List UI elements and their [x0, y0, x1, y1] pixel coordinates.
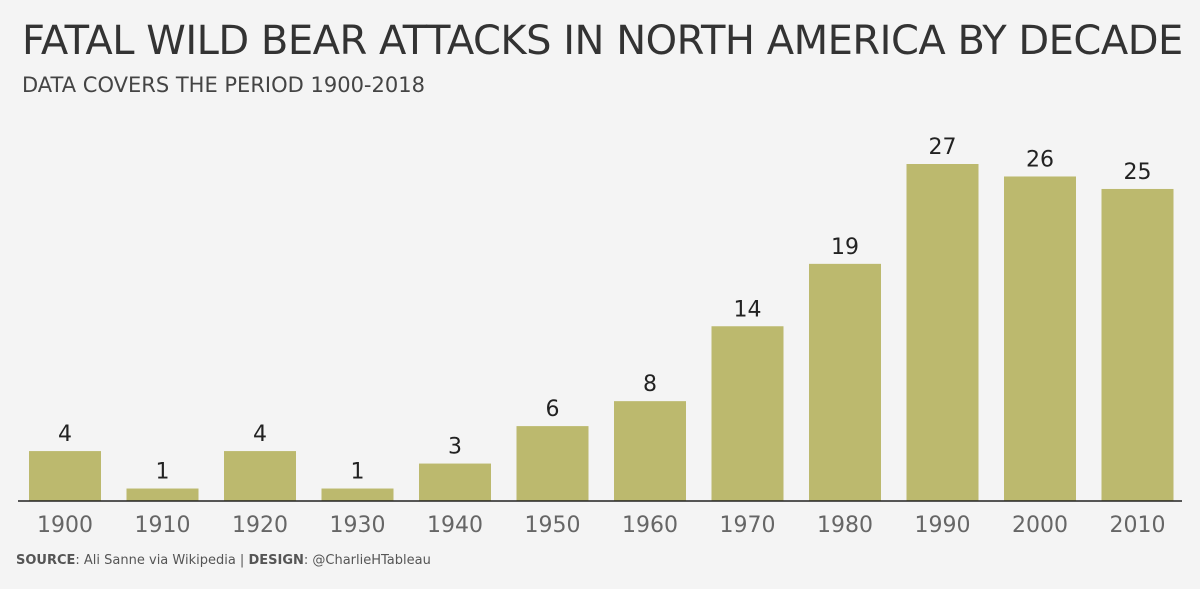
- x-tick-label-1920: 1920: [232, 513, 288, 538]
- x-tick-label-1950: 1950: [525, 513, 581, 538]
- chart-subtitle: DATA COVERS THE PERIOD 1900-2018: [22, 73, 425, 97]
- bar-1900: [29, 451, 101, 501]
- bar-1940: [419, 463, 491, 501]
- data-label-1990: 27: [929, 135, 957, 160]
- data-label-1930: 1: [351, 460, 365, 485]
- design-text: : @CharlieHTableau: [303, 553, 431, 568]
- data-label-1910: 1: [156, 460, 170, 485]
- design-label: DESIGN: [248, 553, 304, 568]
- data-label-1970: 14: [734, 297, 762, 322]
- data-label-1900: 4: [58, 422, 72, 447]
- data-label-1940: 3: [448, 435, 462, 460]
- bars-group: [29, 164, 1174, 502]
- x-tick-label-1900: 1900: [37, 513, 93, 538]
- bar-1920: [224, 451, 296, 501]
- bar-1990: [906, 164, 979, 501]
- bar-2000: [1004, 176, 1076, 501]
- x-tick-label-2010: 2010: [1110, 513, 1166, 538]
- data-label-2000: 26: [1026, 147, 1054, 172]
- x-tick-label-1960: 1960: [622, 513, 678, 538]
- x-tick-label-2000: 2000: [1012, 513, 1068, 538]
- x-tick-label-1970: 1970: [720, 513, 776, 538]
- bar-1950: [516, 426, 589, 501]
- data-label-1980: 19: [831, 235, 859, 260]
- data-label-1960: 8: [643, 372, 657, 397]
- x-tick-label-1940: 1940: [427, 513, 483, 538]
- data-label-2010: 25: [1124, 160, 1152, 185]
- x-tick-label-1930: 1930: [330, 513, 386, 538]
- x-tick-label-1980: 1980: [817, 513, 873, 538]
- x-tick-label-1910: 1910: [135, 513, 191, 538]
- source-text: : Ali Sanne via Wikipedia |: [75, 553, 249, 568]
- data-label-1950: 6: [546, 397, 560, 422]
- bar-1910: [126, 488, 199, 501]
- bar-1930: [321, 488, 394, 501]
- footer-credits: SOURCE: Ali Sanne via Wikipedia | DESIGN…: [16, 553, 431, 568]
- bar-1960: [614, 401, 686, 501]
- x-tick-label-1990: 1990: [915, 513, 971, 538]
- bar-1970: [711, 326, 784, 501]
- chart-title: FATAL WILD BEAR ATTACKS IN NORTH AMERICA…: [22, 18, 1183, 64]
- bar-2010: [1101, 188, 1174, 502]
- x-tick-labels-group: 1900 1910 1920 1930 1940 1950 1960 1970 1980 1990…: [37, 513, 1166, 538]
- data-label-1920: 4: [253, 422, 267, 447]
- bar-1980: [809, 263, 881, 501]
- source-label: SOURCE: [16, 553, 76, 568]
